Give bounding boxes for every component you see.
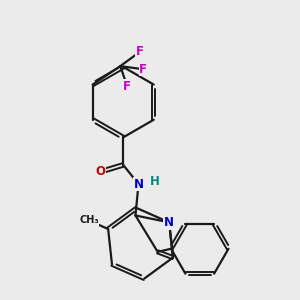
Text: H: H <box>150 175 160 188</box>
Text: F: F <box>139 63 147 76</box>
Text: F: F <box>136 45 144 58</box>
Text: N: N <box>164 216 174 229</box>
Text: CH₃: CH₃ <box>79 215 99 226</box>
Text: O: O <box>95 165 105 178</box>
Text: N: N <box>134 178 143 190</box>
Text: F: F <box>123 80 131 93</box>
